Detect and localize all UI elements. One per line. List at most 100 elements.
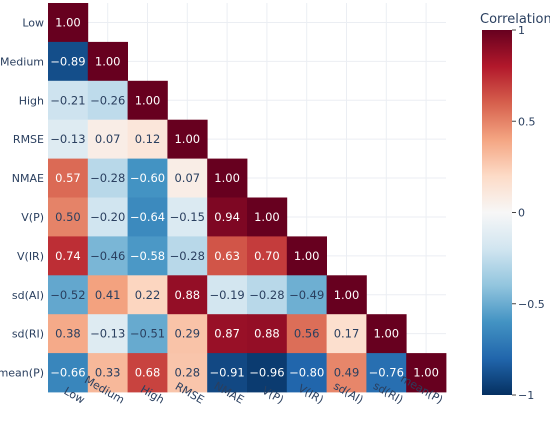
cell-value-label: −0.76 bbox=[369, 366, 404, 380]
cell-value-label: 1.00 bbox=[135, 93, 161, 107]
heatmap-cell bbox=[247, 197, 288, 237]
cell-value-label: −0.28 bbox=[170, 249, 205, 263]
cell-value-label: 0.63 bbox=[214, 249, 240, 263]
cell-value-label: 0.87 bbox=[214, 327, 240, 341]
heatmap-cell bbox=[286, 353, 327, 393]
heatmap-cell bbox=[127, 197, 168, 237]
heatmap-cell bbox=[286, 275, 327, 315]
cell-value-label: 1.00 bbox=[413, 366, 439, 380]
cell-value-label: 0.41 bbox=[95, 288, 121, 302]
heatmap-cell bbox=[207, 314, 248, 354]
cell-value-label: 0.49 bbox=[334, 366, 360, 380]
cell-value-label: 0.56 bbox=[294, 327, 320, 341]
cell-value-label: −0.91 bbox=[209, 366, 244, 380]
heatmap-cell bbox=[87, 275, 128, 315]
heatmap-cell bbox=[127, 119, 168, 159]
cell-value-label: 0.22 bbox=[135, 288, 161, 302]
heatmap-cell bbox=[167, 314, 208, 354]
cell-value-label: 1.00 bbox=[334, 288, 360, 302]
heatmap-cell bbox=[87, 119, 128, 159]
heatmap-cell bbox=[87, 41, 128, 82]
cell-value-label: 1.00 bbox=[174, 132, 200, 146]
cell-value-label: 0.38 bbox=[55, 327, 81, 341]
heatmap-cell bbox=[326, 353, 367, 393]
y-tick-label: sd(AI) bbox=[12, 289, 44, 302]
y-tick-labels: Low Medium High RMSE NMAE V(P) V(IR) sd(AI) sd(R… bbox=[0, 16, 44, 379]
y-tick-label: Low bbox=[22, 16, 44, 29]
heatmap-cell bbox=[286, 314, 327, 354]
cell-value-label: 0.57 bbox=[55, 171, 81, 185]
cell-value-label: 0.88 bbox=[174, 288, 200, 302]
cell-value-label: 0.07 bbox=[95, 132, 121, 146]
heatmap-cell bbox=[207, 275, 248, 315]
colorbar-tick-label: −1 bbox=[518, 389, 534, 402]
heatmap-cell bbox=[48, 3, 89, 43]
heatmap-cells: 1.00 −0.89 1.00 −0.21 −0.26 1.00 −0.13 0.07 0.12… bbox=[48, 3, 447, 393]
cell-value-label: 1.00 bbox=[95, 54, 121, 68]
heatmap-cell bbox=[87, 158, 128, 198]
cell-value-label: 0.33 bbox=[95, 366, 121, 380]
heatmap-cell bbox=[127, 236, 168, 276]
cell-value-label: −0.46 bbox=[90, 249, 125, 263]
y-tick-label: V(IR) bbox=[17, 250, 44, 263]
heatmap-cell bbox=[247, 353, 288, 393]
colorbar-gradient bbox=[482, 30, 512, 395]
heatmap-cell bbox=[247, 275, 288, 315]
heatmap-cell bbox=[127, 275, 168, 315]
heatmap-cell bbox=[127, 80, 168, 121]
cell-value-label: 0.28 bbox=[174, 366, 200, 380]
cell-value-label: 0.74 bbox=[55, 249, 81, 263]
heatmap-cell bbox=[87, 197, 128, 237]
cell-value-label: −0.80 bbox=[289, 366, 324, 380]
cell-value-label: 0.29 bbox=[174, 327, 200, 341]
heatmap-cell bbox=[127, 158, 168, 198]
heatmap-cell bbox=[167, 353, 208, 393]
heatmap-cell bbox=[87, 314, 128, 354]
cell-value-label: −0.19 bbox=[209, 288, 244, 302]
heatmap-cell bbox=[366, 353, 407, 393]
cell-value-label: 1.00 bbox=[373, 327, 399, 341]
cell-value-label: −0.51 bbox=[130, 327, 165, 341]
cell-value-label: 1.00 bbox=[254, 210, 280, 224]
cell-value-label: 0.68 bbox=[135, 366, 161, 380]
cell-value-label: 0.70 bbox=[254, 249, 280, 263]
cell-value-label: −0.28 bbox=[90, 171, 125, 185]
heatmap-cell bbox=[247, 236, 288, 276]
colorbar: Correlation 1 0.5 0 −0.5 −1 bbox=[480, 12, 550, 402]
cell-value-label: −0.21 bbox=[50, 93, 85, 107]
cell-value-label: 1.00 bbox=[214, 171, 240, 185]
y-tick-label: NMAE bbox=[12, 172, 44, 185]
cell-value-label: 1.00 bbox=[55, 15, 81, 29]
heatmap-cell bbox=[48, 236, 89, 276]
cell-value-label: −0.66 bbox=[50, 366, 85, 380]
cell-value-label: 0.12 bbox=[135, 132, 161, 146]
heatmap-cell bbox=[87, 236, 128, 276]
cell-value-label: 0.94 bbox=[214, 210, 240, 224]
y-tick-label: V(P) bbox=[21, 211, 44, 224]
heatmap-cell bbox=[127, 314, 168, 354]
heatmap-cell bbox=[48, 158, 89, 198]
cell-value-label: −0.58 bbox=[130, 249, 165, 263]
heatmap-cell bbox=[207, 158, 248, 198]
cell-value-label: −0.13 bbox=[50, 132, 85, 146]
cell-value-label: −0.89 bbox=[50, 54, 85, 68]
colorbar-tick-label: −0.5 bbox=[518, 298, 545, 311]
heatmap-cell bbox=[167, 236, 208, 276]
cell-value-label: −0.26 bbox=[90, 93, 125, 107]
cell-value-label: −0.96 bbox=[249, 366, 284, 380]
y-tick-label: High bbox=[19, 94, 44, 107]
cell-value-label: −0.20 bbox=[90, 210, 125, 224]
cell-value-label: −0.13 bbox=[90, 327, 125, 341]
heatmap-cell bbox=[406, 353, 447, 393]
y-tick-label: RMSE bbox=[13, 133, 44, 146]
heatmap-cell bbox=[48, 41, 89, 82]
heatmap-cell bbox=[167, 197, 208, 237]
heatmap-cell bbox=[167, 119, 208, 159]
cell-value-label: 0.17 bbox=[334, 327, 360, 341]
heatmap-cell bbox=[48, 197, 89, 237]
heatmap-cell bbox=[207, 353, 248, 393]
colorbar-title: Correlation bbox=[480, 12, 550, 27]
heatmap-cell bbox=[48, 119, 89, 159]
heatmap-cell bbox=[207, 236, 248, 276]
